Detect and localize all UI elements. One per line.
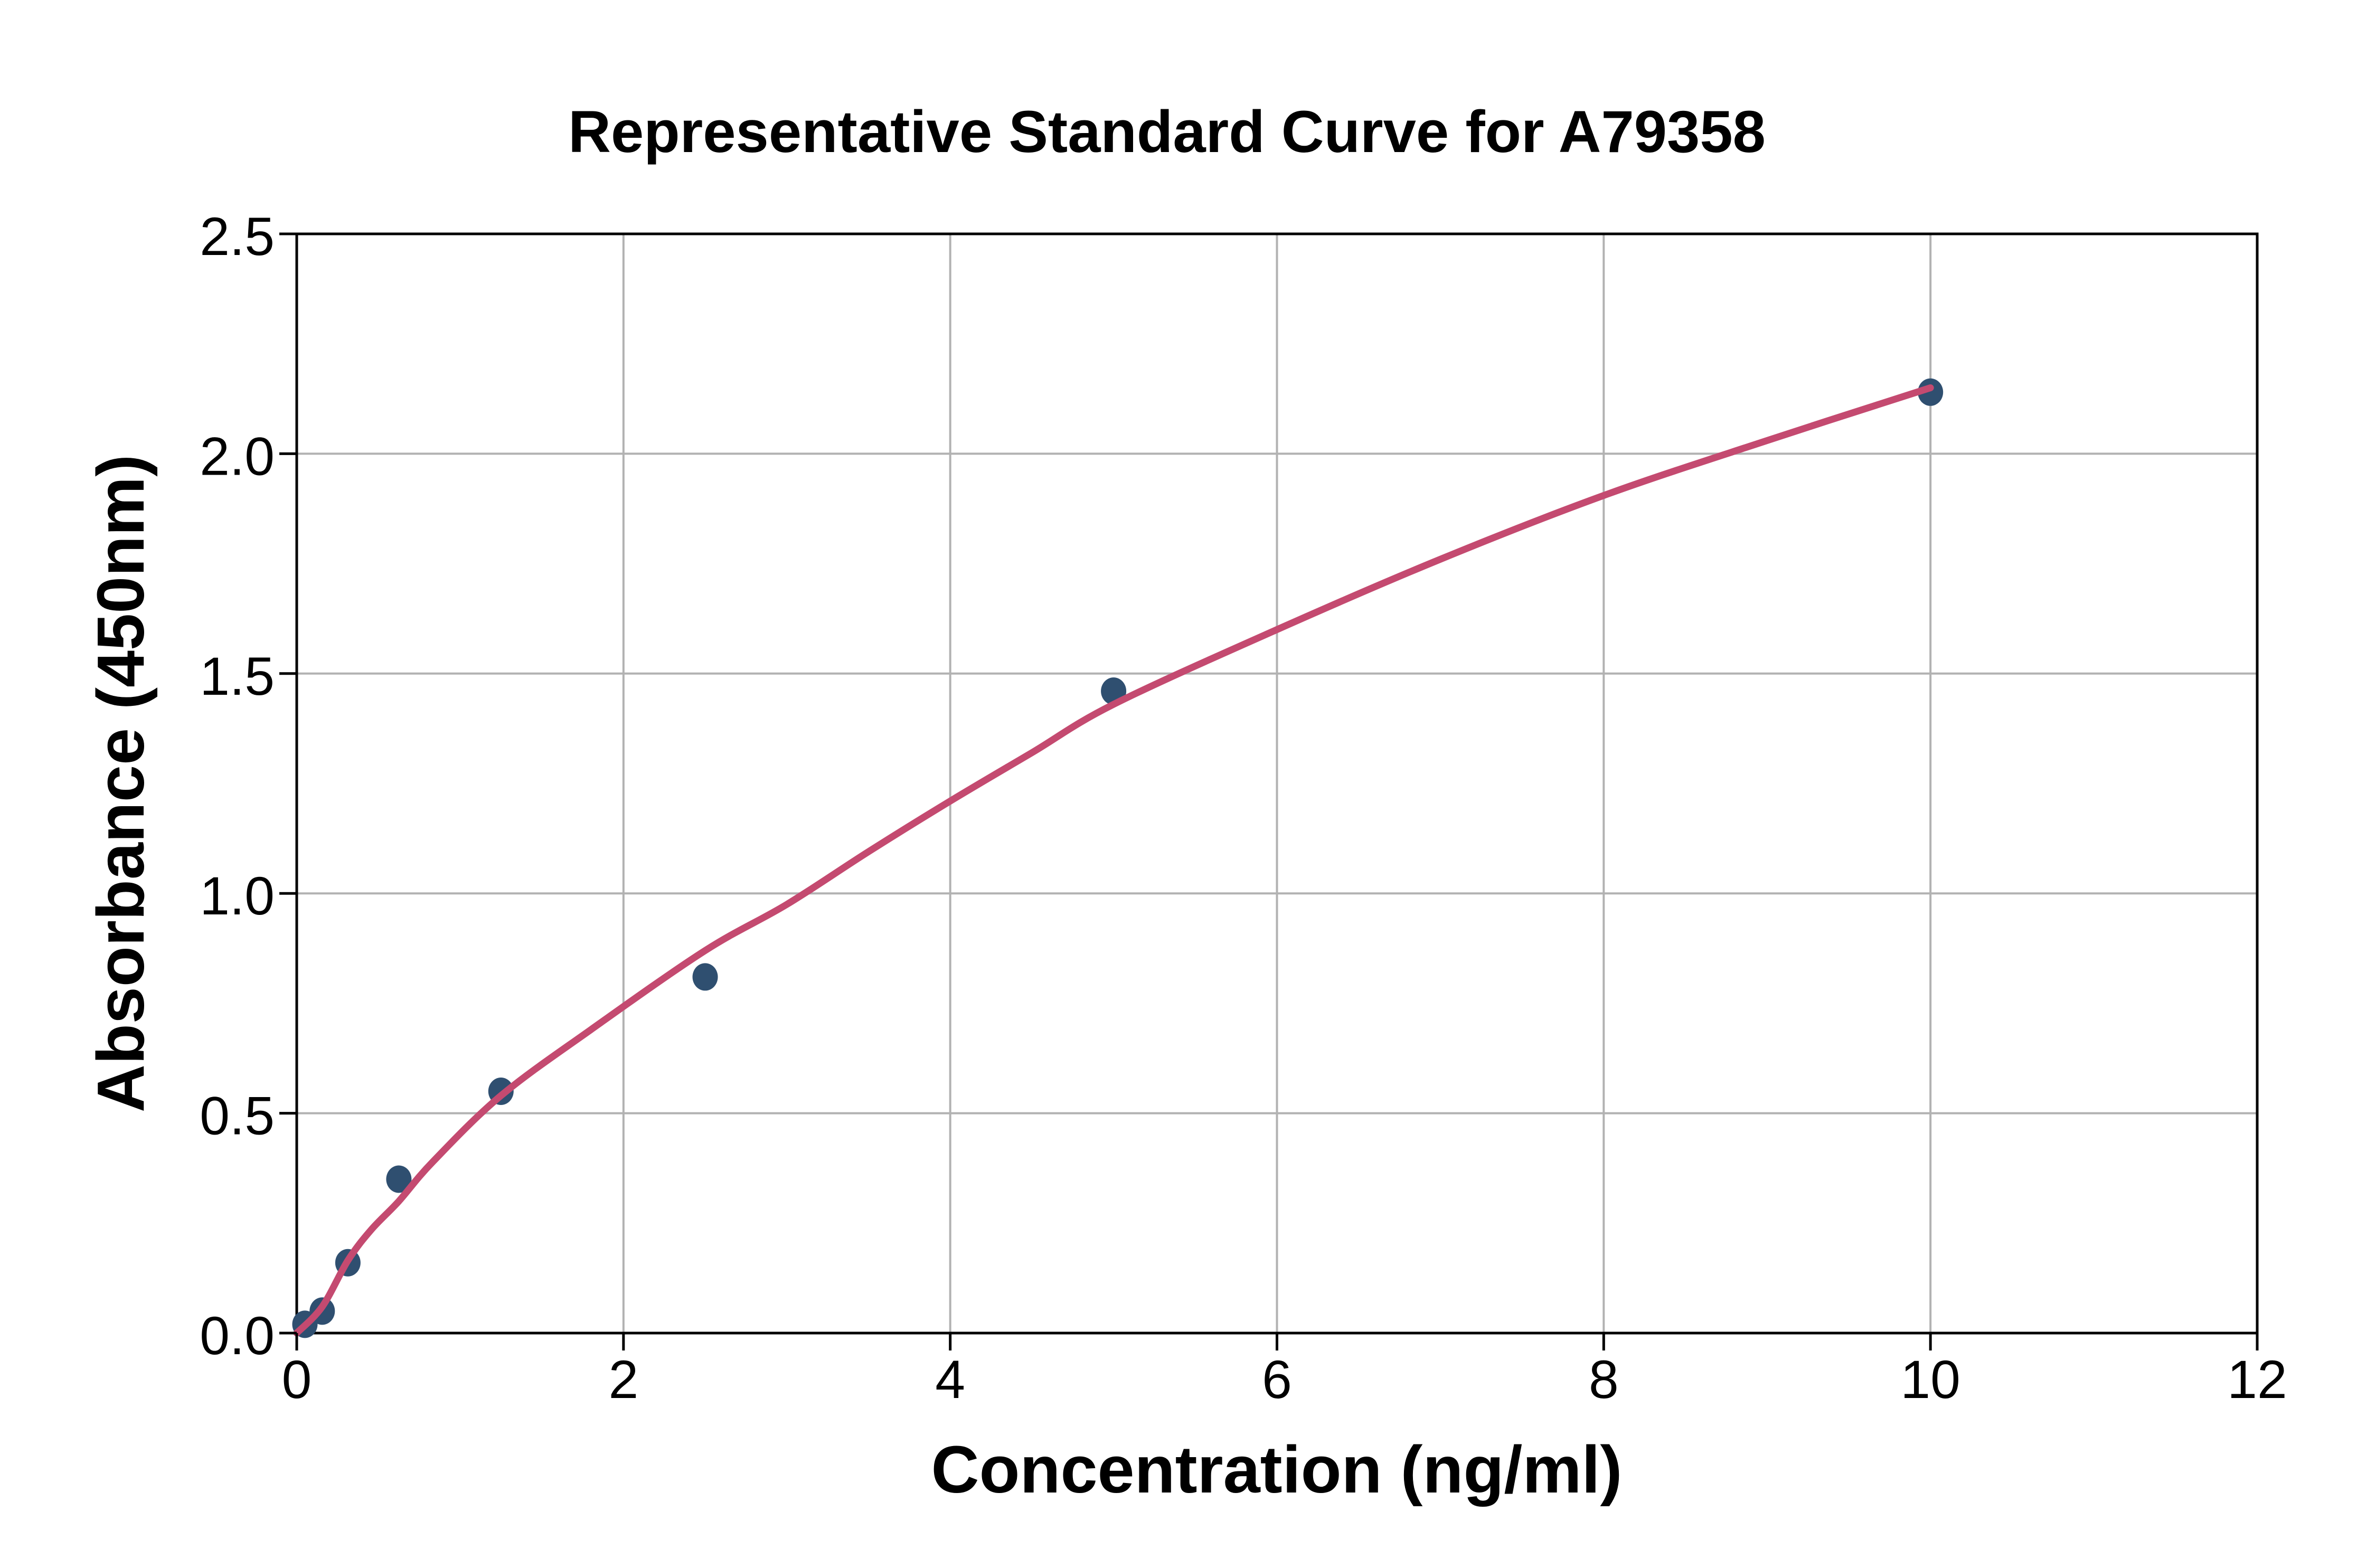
axis-tick-labels: 0 2 4 6 8 10 12 0.0 0.5 1.0 1.5 2.0 2.5	[200, 206, 2287, 1410]
data-points	[292, 378, 1944, 1338]
data-point	[692, 963, 718, 991]
fit-curve	[293, 384, 1934, 1337]
axis-ticks	[279, 232, 2259, 1350]
y-tick-label: 1.5	[200, 646, 275, 706]
y-tick-label: 2.0	[200, 426, 275, 486]
chart-title: Representative Standard Curve for A79358	[568, 99, 1766, 165]
x-tick-label: 4	[935, 1349, 965, 1410]
data-point	[386, 1165, 412, 1193]
data-point	[1918, 378, 1944, 406]
y-tick-label: 2.5	[200, 206, 275, 267]
x-tick-label: 0	[282, 1349, 312, 1410]
y-axis-label: Absorbance (450nm)	[83, 455, 158, 1112]
y-tick-label: 1.0	[200, 866, 275, 926]
x-tick-label: 2	[608, 1349, 638, 1410]
x-tick-label: 6	[1262, 1349, 1292, 1410]
x-tick-label: 8	[1589, 1349, 1619, 1410]
x-axis-label: Concentration (ng/ml)	[931, 1432, 1623, 1507]
grid-lines	[297, 234, 2257, 1333]
x-tick-label: 10	[1900, 1349, 1960, 1410]
x-tick-label: 12	[2227, 1349, 2287, 1410]
y-tick-label: 0.0	[200, 1306, 275, 1366]
y-tick-label: 0.5	[200, 1086, 275, 1146]
